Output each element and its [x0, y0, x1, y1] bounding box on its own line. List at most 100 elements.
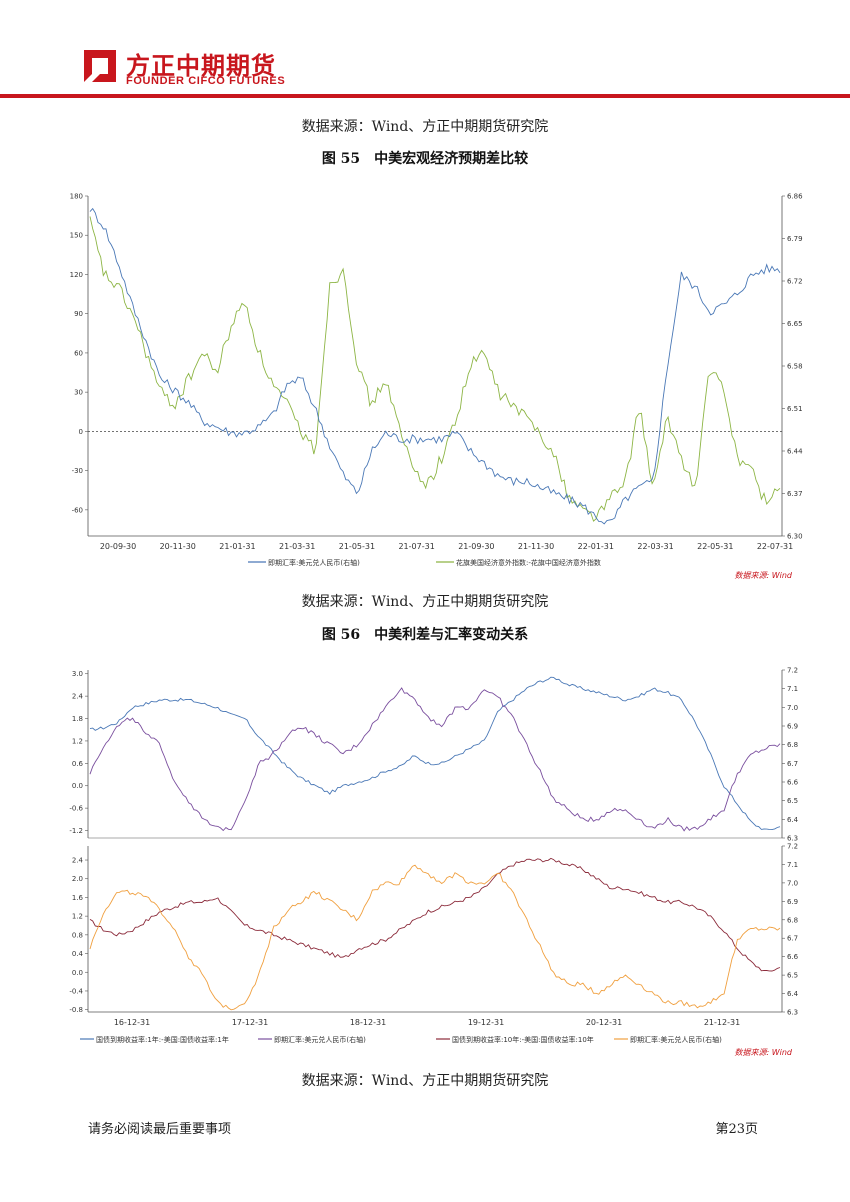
header-rule	[0, 94, 850, 98]
fig56-bottom-left-tick-label: 0.4	[72, 950, 84, 958]
figure-55-chart: 180 150 120 90 60 30 0 -30 -60 6.86 6.79 6.72 6.65 6.…	[70, 193, 804, 581]
fig55-x-tick-label: 22-01-31	[578, 542, 614, 551]
fig56-top-series-yield-1y-line	[89, 676, 781, 831]
source-note-top: 数据来源：Wind、方正中期期货研究院	[301, 119, 549, 135]
fig56-x-tick-label: 19-12-31	[468, 1018, 504, 1027]
figure-56-title: 图 56 中美利差与汇率变动关系	[321, 627, 529, 643]
fig56-bottom-left-tick-label: 0.0	[72, 969, 83, 977]
page-number: 第23页	[715, 1122, 758, 1137]
company-name-cn: 方正中期期货	[126, 52, 276, 80]
fig56-top-right-tick-label: 6.4	[787, 816, 799, 824]
fig56-bottom-right-tick-label: 6.4	[787, 990, 799, 998]
fig56-legend-label-usdcny-bottom: 即期汇率:美元兑人民币(右轴)	[630, 1035, 722, 1044]
fig56-legend-label-yield-1y: 国债到期收益率:1年:-美国:国债收益率:1年	[96, 1035, 229, 1044]
fig56-top-right-tick-label: 6.7	[787, 760, 798, 768]
fig55-x-tick-label: 20-09-30	[100, 542, 136, 551]
figure-56-chart: 3.0 2.4 1.8 1.2 0.6 0.0 -0.6 -1.2 6.3 6.4 6.5 6.6 6.…	[69, 667, 799, 1058]
fig55-right-tick-label: 6.51	[787, 405, 803, 413]
fig55-legend-label-usdcny: 即期汇率:美元兑人民币(右轴)	[268, 558, 360, 567]
fig56-bottom-series-yield-10y-line	[89, 857, 781, 972]
fig55-x-tick-label: 20-11-30	[160, 542, 196, 551]
fig55-left-tick-label: 0	[79, 428, 83, 436]
fig55-x-tick-label: 21-11-30	[518, 542, 554, 551]
fig56-bottom-left-tick-label: 0.8	[72, 931, 83, 939]
fig56-bottom-right-tick-label: 6.8	[787, 916, 798, 924]
fig56-bottom-series-usdcny-line	[89, 864, 781, 1011]
fig56-top-left-tick-label: 0.0	[72, 782, 83, 790]
fig56-bottom-right-tick-label: 7.1	[787, 861, 798, 869]
fig56-top-left-tick-label: 1.8	[72, 715, 83, 723]
fig56-x-tick-label: 17-12-31	[232, 1018, 268, 1027]
fig55-x-tick-label: 21-01-31	[219, 542, 255, 551]
fig56-bottom-left-tick-label: 1.2	[72, 913, 83, 921]
fig55-right-tick-label: 6.44	[787, 448, 803, 456]
fig56-top-left-tick-label: 3.0	[72, 670, 83, 678]
fig56-bottom-right-tick-label: 6.5	[787, 972, 798, 980]
fig56-bottom-right-tick-label: 6.7	[787, 935, 798, 943]
fig55-left-tick-label: -60	[72, 506, 83, 514]
fig55-left-tick-label: 150	[70, 232, 83, 240]
fig56-bottom-left-tick-label: -0.8	[69, 1006, 83, 1014]
fig55-left-tick-label: -30	[72, 467, 83, 475]
fig56-wind-source: 数据来源: Wind	[734, 1048, 792, 1057]
company-logo: 方正中期期货 FOUNDER CIFCO FUTURES	[80, 44, 290, 90]
fig55-x-tick-label: 22-07-31	[757, 542, 793, 551]
fig55-x-tick-label: 21-07-31	[398, 542, 434, 551]
company-name-en: FOUNDER CIFCO FUTURES	[126, 75, 286, 87]
fig56-bottom-right-tick-label: 6.9	[787, 898, 798, 906]
fig56-bottom-right-tick-label: 7.0	[787, 879, 798, 887]
fig55-left-tick-label: 90	[74, 310, 83, 318]
fig55-x-tick-label: 21-05-31	[339, 542, 375, 551]
fig55-x-tick-label: 21-03-31	[279, 542, 315, 551]
fig55-x-tick-label: 22-05-31	[697, 542, 733, 551]
fig56-top-left-tick-label: 1.2	[72, 737, 83, 745]
fig56-bottom-left-tick-label: 1.6	[72, 894, 84, 902]
fig56-top-right-tick-label: 6.9	[787, 723, 798, 731]
fig56-top-right-tick-label: 6.5	[787, 797, 798, 805]
fig55-wind-source: 数据来源: Wind	[734, 571, 792, 580]
fig56-bottom-left-tick-label: 2.0	[72, 875, 83, 883]
fig56-top-left-tick-label: 0.6	[72, 760, 84, 768]
fig56-top-left-tick-label: 2.4	[72, 693, 84, 701]
fig55-series-citi-surprise-line	[89, 216, 781, 522]
fig55-right-tick-label: 6.30	[787, 533, 803, 541]
fig55-left-tick-label: 60	[74, 349, 83, 357]
fig56-x-tick-label: 16-12-31	[114, 1018, 150, 1027]
fig56-x-tick-label: 20-12-31	[586, 1018, 622, 1027]
fig56-top-left-tick-label: -1.2	[69, 827, 83, 835]
fig55-right-tick-label: 6.79	[787, 235, 803, 243]
fig55-x-tick-label: 21-09-30	[458, 542, 494, 551]
fig55-right-tick-label: 6.86	[787, 193, 803, 201]
fig56-x-tick-label: 18-12-31	[350, 1018, 386, 1027]
fig56-top-right-tick-label: 7.2	[787, 667, 798, 675]
fig56-top-right-tick-label: 6.8	[787, 741, 798, 749]
fig56-top-right-tick-label: 6.6	[787, 779, 799, 787]
footer-disclaimer: 请务必阅读最后重要事项	[88, 1122, 232, 1137]
fig55-right-tick-label: 6.72	[787, 278, 803, 286]
fig56-legend-label-usdcny-top: 即期汇率:美元兑人民币(右轴)	[274, 1035, 366, 1044]
fig56-top-series-usdcny-line	[89, 687, 781, 832]
fig55-left-tick-label: 120	[70, 271, 83, 279]
fig56-legend-label-yield-10y: 国债到期收益率:10年:-美国:国债收益率:10年	[452, 1035, 594, 1044]
fig55-legend-label-citi: 花旗美国经济意外指数:-花旗中国经济意外指数	[456, 558, 601, 567]
fig55-right-tick-label: 6.65	[787, 320, 803, 328]
fig56-x-tick-label: 21-12-31	[704, 1018, 740, 1027]
fig56-bottom-left-tick-label: -0.4	[69, 987, 83, 995]
logo-mark-icon	[84, 50, 116, 86]
fig56-bottom-right-tick-label: 7.2	[787, 843, 798, 851]
fig56-top-right-tick-label: 7.1	[787, 685, 798, 693]
fig55-right-tick-label: 6.37	[787, 490, 803, 498]
figure-56-source: 数据来源：Wind、方正中期期货研究院	[301, 1073, 549, 1089]
fig56-top-right-tick-label: 6.3	[787, 835, 798, 843]
figure-55-title: 图 55 中美宏观经济预期差比较	[321, 151, 529, 167]
fig55-x-tick-label: 22-03-31	[637, 542, 673, 551]
fig56-bottom-right-tick-label: 6.6	[787, 953, 799, 961]
fig56-top-right-tick-label: 7.0	[787, 704, 798, 712]
fig55-series-usdcny-line	[89, 207, 781, 525]
fig55-left-tick-label: 30	[74, 389, 83, 397]
fig56-top-left-tick-label: -0.6	[69, 805, 83, 813]
fig56-bottom-right-tick-label: 6.3	[787, 1009, 798, 1017]
fig55-left-tick-label: 180	[70, 193, 83, 201]
figure-55-source: 数据来源：Wind、方正中期期货研究院	[301, 594, 549, 610]
fig56-bottom-left-tick-label: 2.4	[72, 857, 84, 865]
